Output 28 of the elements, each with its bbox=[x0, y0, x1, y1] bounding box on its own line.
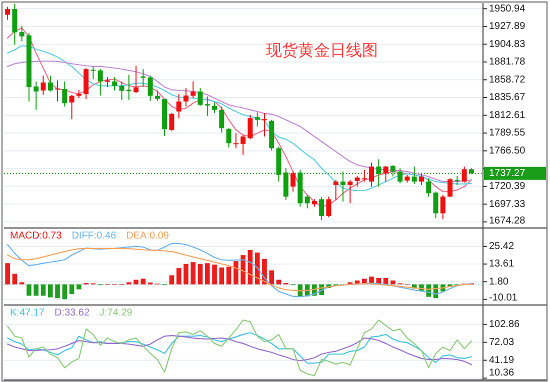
y-tick-label: 41.19 bbox=[489, 354, 514, 366]
y-tick-label: 1881.78 bbox=[489, 56, 526, 68]
y-tick-label: 1812.61 bbox=[489, 110, 526, 121]
text: MACD:0.73 bbox=[10, 230, 62, 242]
y-tick-label: 1835.67 bbox=[489, 92, 526, 104]
y-tick-label: 10.36 bbox=[489, 368, 514, 379]
y-tick-label: 1858.72 bbox=[489, 74, 526, 86]
y-tick-label: 72.03 bbox=[489, 336, 514, 348]
y-tick-label: 13.61 bbox=[489, 258, 514, 270]
text: 现货黄金日线图 bbox=[266, 42, 378, 60]
y-tick-label: 1927.89 bbox=[489, 21, 526, 32]
y-tick-label: 102.86 bbox=[489, 319, 520, 330]
y-tick-label: 1674.28 bbox=[489, 216, 526, 227]
y-tick-label: 1950.94 bbox=[489, 4, 526, 15]
y-tick-label: 1789.55 bbox=[489, 128, 526, 139]
ref-line-label: 1737.27 bbox=[489, 168, 526, 180]
y-tick-label: 1720.39 bbox=[489, 181, 526, 192]
y-tick-label: 1.80 bbox=[489, 276, 509, 288]
text: D:33.62 bbox=[54, 308, 90, 319]
y-tick-label: -10.01 bbox=[489, 292, 518, 304]
y-tick-label: 1697.33 bbox=[489, 198, 526, 210]
y-tick-label: 25.42 bbox=[489, 241, 514, 252]
y-tick-label: 1766.50 bbox=[489, 145, 526, 156]
series-label: DEA:0.09 bbox=[126, 230, 170, 242]
series-label: K:47.17 bbox=[10, 308, 45, 319]
y-tick-label: 1904.83 bbox=[489, 38, 526, 50]
series-label: DIFF:0.46 bbox=[72, 230, 117, 242]
series-label: J:74.29 bbox=[100, 308, 133, 319]
